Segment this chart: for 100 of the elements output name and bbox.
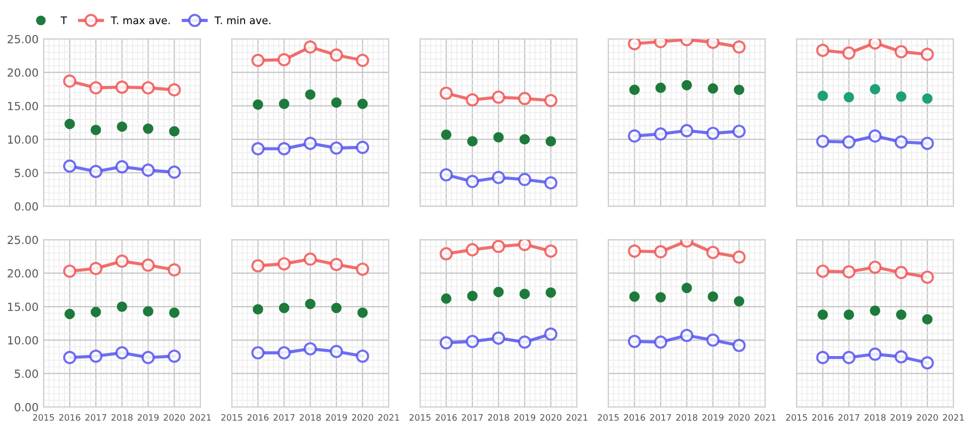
point — [654, 127, 668, 141]
point — [734, 84, 744, 96]
point — [870, 84, 880, 94]
point — [922, 314, 933, 325]
point — [89, 262, 102, 276]
x-tick-label: 2020 — [728, 414, 750, 421]
point — [708, 83, 718, 94]
point — [894, 350, 908, 364]
point — [492, 170, 506, 184]
point — [440, 247, 453, 260]
point — [115, 80, 129, 94]
point — [357, 98, 368, 110]
point — [518, 240, 532, 252]
point — [732, 124, 746, 138]
point — [168, 350, 181, 363]
point — [142, 81, 155, 94]
point — [628, 334, 642, 348]
point — [142, 350, 155, 364]
point — [816, 350, 830, 364]
x-tick-label: 2021 — [942, 414, 964, 421]
x-tick-label: 2019 — [326, 414, 347, 421]
point — [305, 89, 316, 100]
point — [251, 259, 265, 272]
point — [518, 172, 532, 186]
point — [492, 90, 506, 104]
point — [920, 356, 934, 370]
point — [466, 174, 479, 188]
point — [544, 176, 558, 190]
point — [920, 136, 934, 150]
point — [732, 250, 746, 264]
point — [492, 331, 506, 345]
point — [440, 86, 453, 100]
point — [90, 124, 102, 136]
y-tick-label: 10.00 — [8, 336, 38, 344]
point — [629, 84, 640, 96]
x-tick-label: 2019 — [138, 414, 159, 421]
point — [169, 126, 180, 137]
x-tick-label: 2015 — [598, 414, 619, 421]
y-tick-label: 15.00 — [8, 302, 38, 312]
point — [251, 346, 265, 360]
x-tick-label: 2020 — [164, 414, 185, 421]
point — [304, 40, 317, 54]
point — [278, 302, 290, 314]
point — [706, 126, 720, 140]
point — [304, 342, 317, 356]
y-tick-label: 0.00 — [14, 402, 38, 412]
x-tick-label: 2019 — [702, 414, 724, 421]
point — [680, 124, 694, 138]
point — [868, 129, 882, 143]
point — [493, 132, 504, 143]
point — [64, 308, 75, 320]
point — [89, 164, 102, 178]
point — [252, 304, 264, 315]
point — [467, 290, 478, 302]
point — [654, 245, 668, 258]
point — [252, 99, 264, 110]
y-tick-label: 10.00 — [8, 135, 38, 144]
point — [331, 97, 342, 108]
point — [466, 243, 479, 256]
point — [894, 135, 908, 149]
point — [518, 92, 532, 106]
point — [466, 334, 479, 348]
point — [330, 48, 344, 62]
point — [304, 136, 317, 150]
point — [519, 288, 530, 300]
point — [546, 287, 556, 298]
point — [654, 336, 668, 349]
point — [818, 309, 828, 320]
x-tick-label: 2021 — [190, 414, 211, 421]
x-tick-label: 2019 — [514, 414, 536, 421]
point — [708, 291, 718, 302]
point — [868, 38, 882, 50]
point — [330, 344, 344, 358]
point — [116, 121, 128, 132]
x-tick-label: 2018 — [112, 414, 133, 421]
point — [868, 348, 882, 361]
point — [278, 257, 291, 270]
point — [278, 346, 291, 360]
x-tick-label: 2015 — [33, 414, 54, 421]
point — [732, 40, 746, 54]
x-tick-label: 2018 — [864, 414, 886, 421]
point — [356, 350, 370, 363]
point — [870, 305, 880, 316]
legend-label: T — [60, 16, 68, 24]
point — [168, 263, 181, 276]
point — [519, 134, 530, 145]
point — [89, 350, 102, 363]
x-tick-label: 2018 — [300, 414, 321, 421]
point — [544, 327, 558, 341]
y-tick-label: 20.00 — [8, 269, 38, 278]
point — [64, 118, 75, 130]
x-tick-label: 2018 — [676, 414, 698, 421]
x-tick-label: 2017 — [462, 414, 483, 421]
point — [330, 141, 344, 155]
point — [682, 282, 692, 294]
x-tick-label: 2017 — [838, 414, 860, 421]
point — [330, 258, 344, 272]
point — [356, 262, 370, 276]
point — [467, 136, 478, 147]
point — [63, 160, 76, 173]
